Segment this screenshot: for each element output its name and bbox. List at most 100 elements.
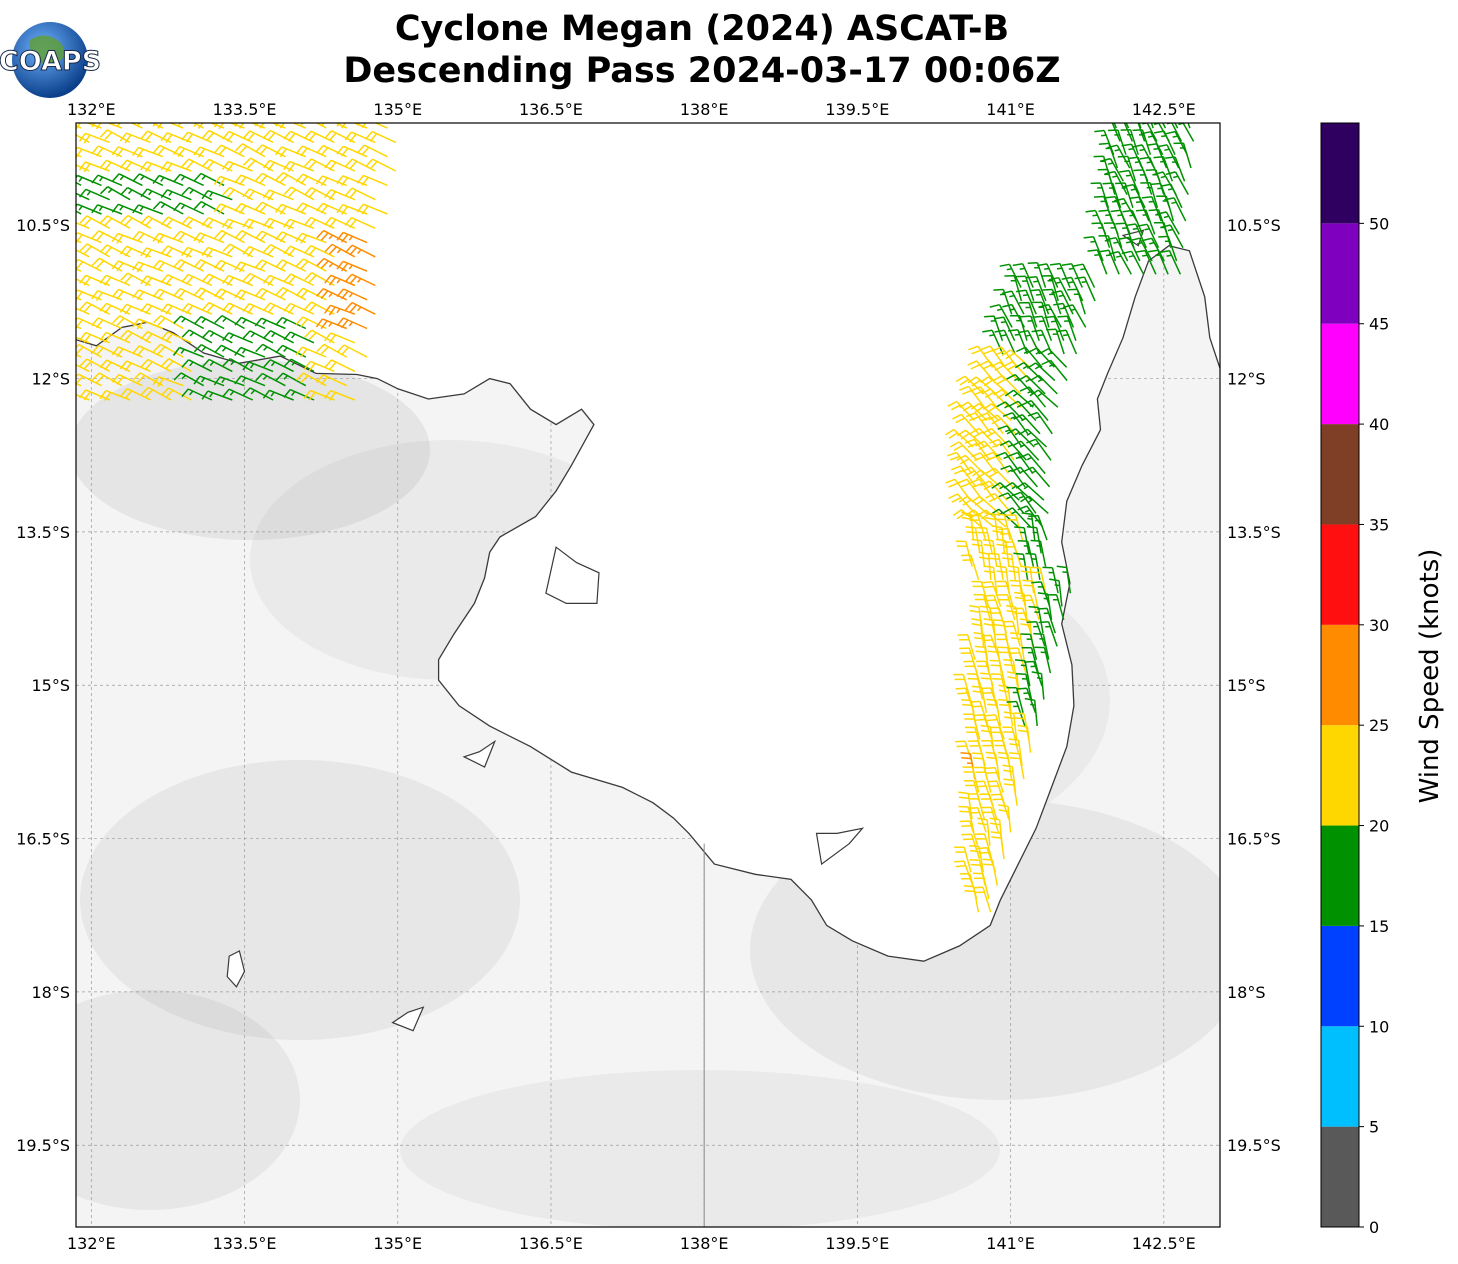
wind-barb bbox=[181, 158, 213, 172]
wind-barb bbox=[1020, 315, 1040, 341]
wind-barb bbox=[214, 344, 245, 358]
wind-barb bbox=[254, 317, 286, 330]
wind-barb bbox=[181, 359, 213, 373]
wind-barb bbox=[995, 451, 1022, 475]
wind-barb bbox=[173, 372, 205, 387]
wind-barb bbox=[234, 261, 266, 273]
wind-barb bbox=[1103, 222, 1123, 248]
lon-tick-label-bottom: 142.5°E bbox=[1132, 1234, 1196, 1253]
wind-barb bbox=[119, 360, 151, 373]
wind-barb bbox=[193, 315, 225, 330]
wind-barb bbox=[1012, 263, 1034, 288]
terrain-shade bbox=[80, 760, 520, 1040]
wind-barb bbox=[222, 274, 253, 287]
wind-barb bbox=[242, 387, 274, 401]
wind-barb bbox=[132, 318, 164, 330]
wind-barb bbox=[255, 172, 286, 187]
wind-barb bbox=[132, 146, 164, 158]
wind-barb bbox=[234, 346, 266, 358]
coastline-island bbox=[545, 546, 600, 604]
lat-tick-label-left: 16.5°S bbox=[16, 830, 70, 849]
coastline-island bbox=[462, 739, 497, 768]
lon-tick-label-top: 132°E bbox=[67, 100, 116, 119]
wind-barb bbox=[275, 316, 307, 330]
wind-barb bbox=[79, 215, 111, 229]
wind-barb bbox=[1028, 605, 1044, 634]
wind-barb bbox=[947, 451, 973, 475]
wind-barb bbox=[78, 132, 110, 144]
wind-barb bbox=[989, 303, 1013, 328]
lat-tick-label-left: 18°S bbox=[31, 983, 70, 1002]
wind-barb bbox=[254, 287, 286, 301]
wind-barb bbox=[1032, 315, 1053, 341]
wind-barb bbox=[119, 132, 151, 144]
colorbar-tick-label: 25 bbox=[1369, 716, 1389, 735]
wind-barb bbox=[140, 386, 172, 401]
wind-barb bbox=[193, 375, 225, 387]
wind-barb bbox=[222, 388, 254, 401]
wind-barb bbox=[242, 361, 274, 373]
wind-barb bbox=[214, 229, 245, 244]
wind-barb bbox=[969, 844, 985, 873]
wind-barb bbox=[1050, 262, 1071, 288]
wind-barb bbox=[172, 346, 204, 358]
wind-barb bbox=[1056, 329, 1078, 355]
wind-barb bbox=[316, 374, 348, 387]
wind-barb bbox=[1011, 466, 1038, 488]
wind-barb bbox=[1118, 236, 1141, 262]
wind-barb bbox=[324, 274, 356, 287]
wind-barb bbox=[316, 257, 348, 272]
wind-barb bbox=[1135, 249, 1157, 275]
coastline-mainland bbox=[76, 244, 1220, 962]
wind-barb bbox=[1021, 646, 1039, 674]
wind-barb bbox=[1061, 263, 1083, 288]
wind-barb bbox=[981, 388, 1010, 408]
wind-barb bbox=[1006, 373, 1034, 395]
wind-barb bbox=[950, 465, 977, 488]
wind-barb bbox=[161, 358, 192, 373]
wind-barb bbox=[1132, 129, 1152, 155]
wind-barb bbox=[1041, 359, 1068, 382]
ocean-fill bbox=[76, 123, 1220, 962]
wind-barb bbox=[99, 274, 131, 287]
colorbar-bin bbox=[1321, 524, 1359, 625]
wind-barb bbox=[1003, 360, 1031, 382]
wind-barb bbox=[201, 329, 233, 344]
wind-barb bbox=[1014, 361, 1044, 382]
wind-barb bbox=[982, 329, 1004, 355]
wind-barb bbox=[1007, 329, 1029, 355]
lon-tick-label-bottom: 135°E bbox=[373, 1234, 422, 1253]
map-content bbox=[76, 123, 1220, 1227]
wind-barb bbox=[1122, 209, 1144, 235]
wind-barb bbox=[193, 146, 225, 158]
wind-barb bbox=[972, 872, 990, 900]
coastline-island bbox=[391, 1006, 425, 1032]
wind-barb bbox=[213, 376, 245, 387]
wind-barb bbox=[324, 304, 356, 316]
wind-barb bbox=[982, 427, 1011, 448]
wind-barb bbox=[1003, 711, 1018, 740]
wind-barb bbox=[1141, 237, 1165, 262]
wind-barb bbox=[234, 174, 266, 187]
wind-barb bbox=[324, 332, 356, 344]
wind-barb bbox=[1026, 438, 1052, 461]
wind-barb bbox=[962, 766, 980, 793]
colorbar-tick-label: 45 bbox=[1369, 315, 1389, 334]
wind-barb bbox=[956, 429, 986, 448]
colorbar-tick-label: 30 bbox=[1369, 616, 1389, 635]
wind-barb bbox=[982, 403, 1012, 422]
wind-barb bbox=[1016, 687, 1037, 714]
wind-barb bbox=[980, 345, 1006, 368]
wind-barb bbox=[303, 245, 335, 258]
wind-barb bbox=[1083, 236, 1104, 262]
wind-barb bbox=[1165, 156, 1186, 182]
colorbar-bin bbox=[1321, 825, 1359, 926]
wind-barb bbox=[1030, 566, 1047, 594]
wind-barb bbox=[983, 451, 1010, 475]
colorbar-tick-label: 5 bbox=[1369, 1118, 1379, 1137]
wind-barb bbox=[193, 232, 225, 244]
wind-barb bbox=[990, 831, 1005, 860]
wind-barb bbox=[1117, 155, 1137, 182]
wind-barb bbox=[295, 258, 327, 272]
wind-barb bbox=[1119, 169, 1140, 195]
